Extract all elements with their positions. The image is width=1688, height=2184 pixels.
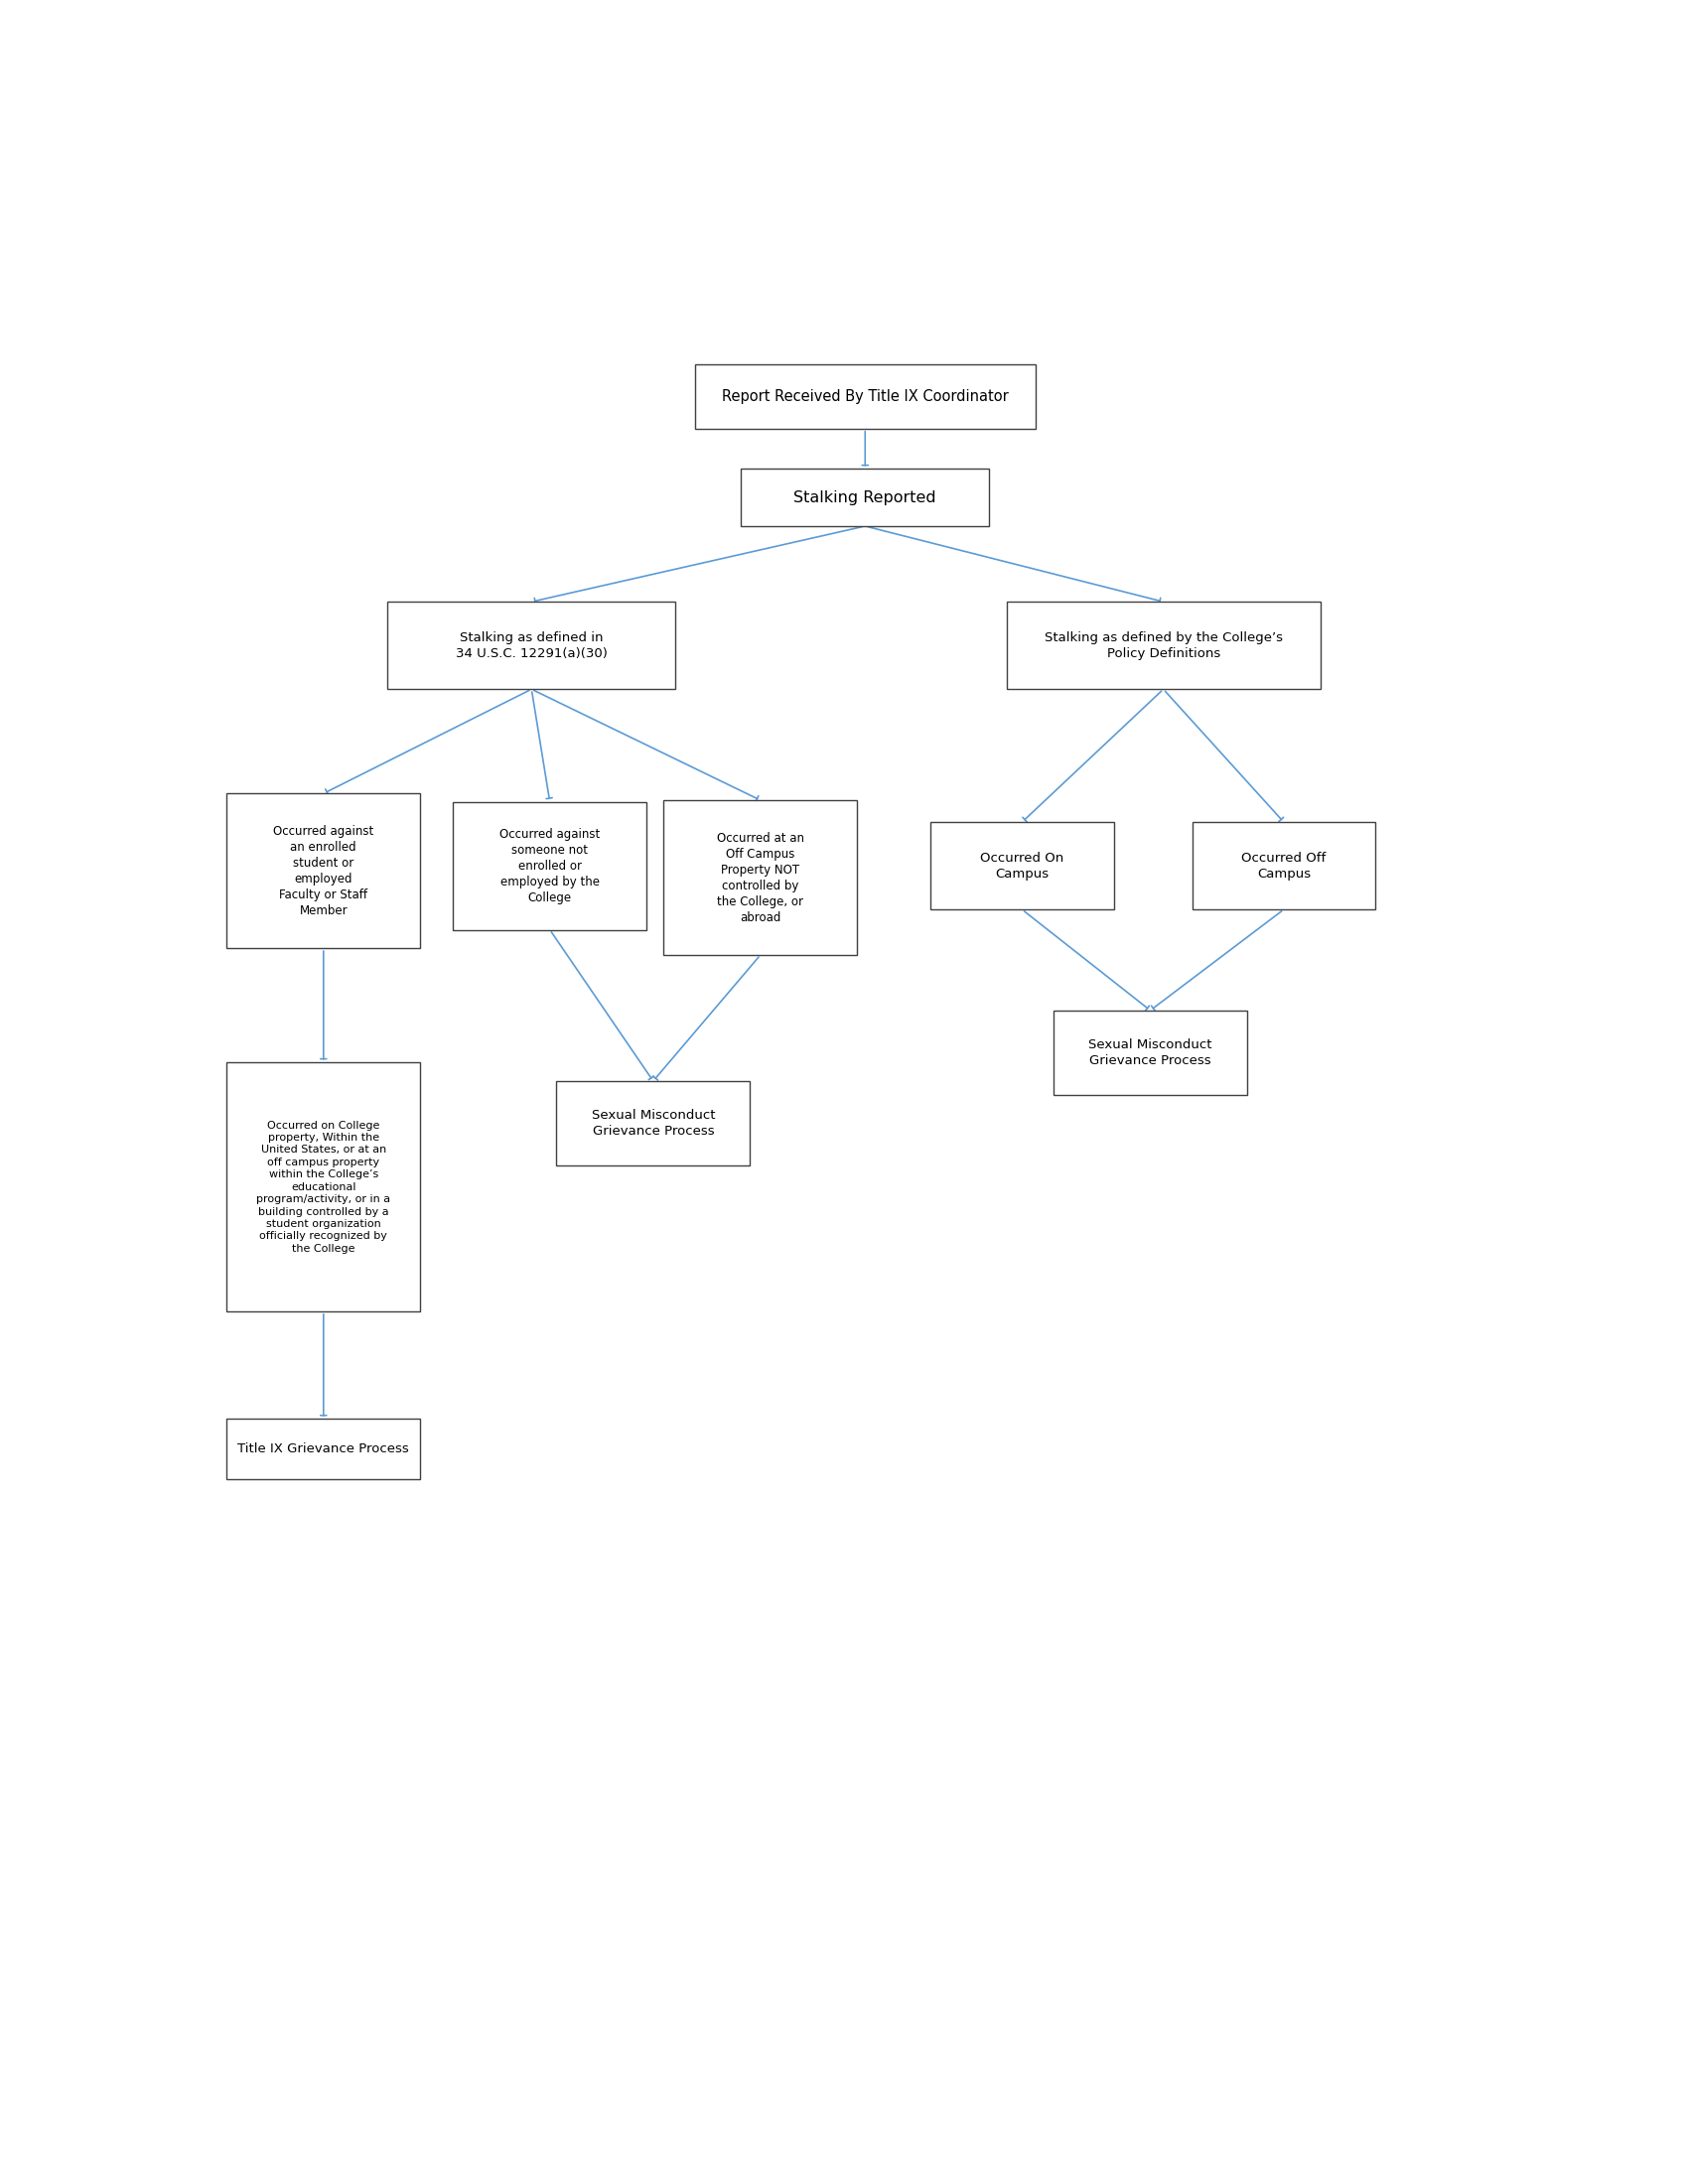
FancyBboxPatch shape <box>452 802 647 930</box>
Text: Occurred Off
Campus: Occurred Off Campus <box>1241 852 1327 880</box>
FancyBboxPatch shape <box>1006 603 1320 690</box>
Text: Sexual Misconduct
Grievance Process: Sexual Misconduct Grievance Process <box>591 1109 716 1138</box>
Text: Title IX Grievance Process: Title IX Grievance Process <box>238 1444 408 1457</box>
FancyBboxPatch shape <box>695 365 1035 428</box>
FancyBboxPatch shape <box>388 603 675 690</box>
FancyBboxPatch shape <box>663 799 858 954</box>
Text: Stalking as defined in
34 U.S.C. 12291(a)(30): Stalking as defined in 34 U.S.C. 12291(a… <box>456 631 608 660</box>
Text: Stalking as defined by the College’s
Policy Definitions: Stalking as defined by the College’s Pol… <box>1045 631 1283 660</box>
FancyBboxPatch shape <box>226 1420 420 1479</box>
Text: Occurred On
Campus: Occurred On Campus <box>981 852 1063 880</box>
Text: Stalking Reported: Stalking Reported <box>793 489 937 505</box>
FancyBboxPatch shape <box>226 793 420 948</box>
Text: Report Received By Title IX Coordinator: Report Received By Title IX Coordinator <box>722 389 1008 404</box>
Text: Occurred on College
property, Within the
United States, or at an
off campus prop: Occurred on College property, Within the… <box>257 1120 390 1254</box>
Text: Occurred against
an enrolled
student or
employed
Faculty or Staff
Member: Occurred against an enrolled student or … <box>273 826 373 917</box>
Text: Occurred at an
Off Campus
Property NOT
controlled by
the College, or
abroad: Occurred at an Off Campus Property NOT c… <box>717 832 803 924</box>
FancyBboxPatch shape <box>226 1064 420 1310</box>
FancyBboxPatch shape <box>1192 821 1376 909</box>
FancyBboxPatch shape <box>930 821 1114 909</box>
Text: Occurred against
someone not
enrolled or
employed by the
College: Occurred against someone not enrolled or… <box>500 828 601 904</box>
FancyBboxPatch shape <box>741 470 989 526</box>
Text: Sexual Misconduct
Grievance Process: Sexual Misconduct Grievance Process <box>1089 1037 1212 1066</box>
FancyBboxPatch shape <box>1053 1011 1247 1094</box>
FancyBboxPatch shape <box>557 1081 749 1164</box>
